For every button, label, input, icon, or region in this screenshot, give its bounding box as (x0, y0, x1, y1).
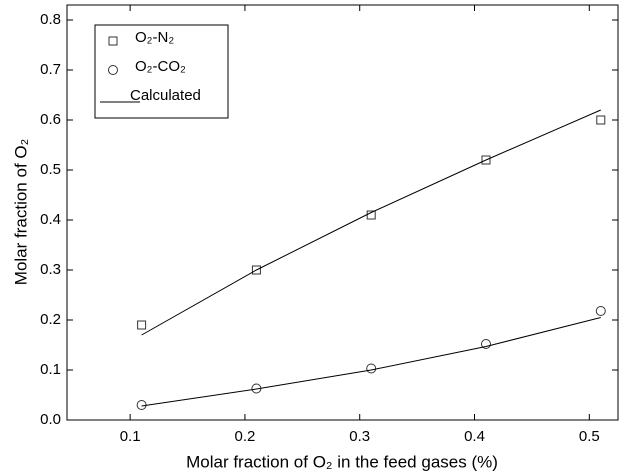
fit-line (141, 317, 601, 407)
x-tick-label: 0.2 (234, 428, 255, 445)
x-tick-label: 0.5 (579, 428, 600, 445)
x-tick-label: 0.3 (349, 428, 370, 445)
y-tick-label: 0.1 (40, 361, 61, 378)
legend-marker (108, 65, 118, 75)
square-marker (251, 265, 261, 275)
y-tick-label: 0.2 (40, 311, 61, 328)
circle-marker (595, 306, 606, 316)
y-axis-label: Molar fraction of O₂ (11, 139, 30, 285)
x-tick-label: 0.1 (120, 428, 141, 445)
y-tick-label: 0.0 (40, 411, 61, 428)
y-tick-label: 0.5 (40, 161, 61, 178)
y-tick-label: 0.8 (40, 11, 61, 28)
y-tick-label: 0.3 (40, 261, 61, 278)
legend-label: O₂-CO₂ (135, 58, 186, 75)
legend-label: Calculated (130, 87, 201, 104)
plot-frame (66, 4, 619, 421)
y-tick-label: 0.7 (40, 61, 61, 78)
fit-line (141, 109, 601, 336)
legend-marker (108, 36, 118, 46)
circle-marker (480, 339, 491, 349)
x-tick-label: 0.4 (464, 428, 485, 445)
x-axis-label: Molar fraction of O₂ in the feed gases (… (186, 452, 498, 471)
square-marker (596, 115, 606, 125)
y-tick-label: 0.4 (40, 211, 61, 228)
circle-marker (366, 363, 377, 374)
square-marker (137, 320, 147, 330)
y-tick-label: 0.6 (40, 111, 61, 128)
circle-marker (136, 400, 147, 410)
square-marker (481, 155, 491, 165)
legend-label: O₂-N₂ (135, 29, 174, 46)
